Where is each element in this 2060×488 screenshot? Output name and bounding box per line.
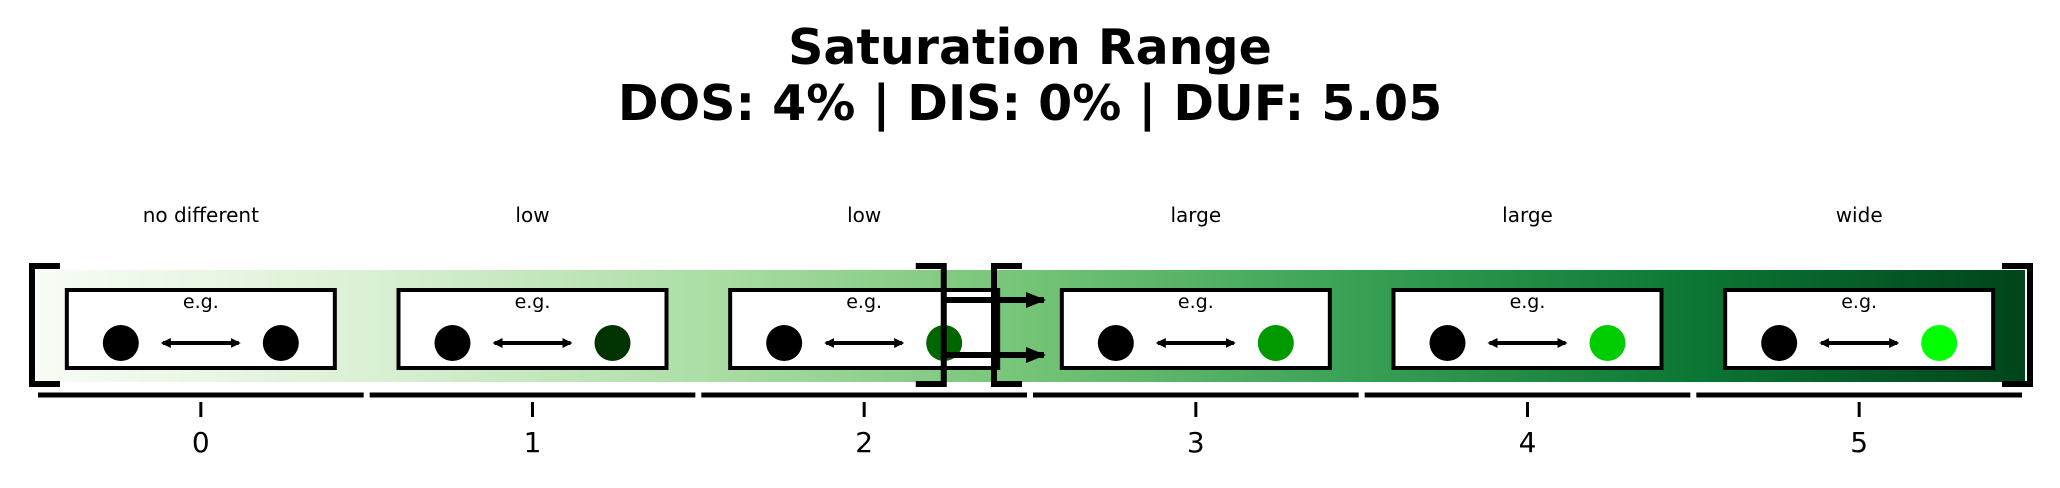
level-label: low: [847, 203, 881, 227]
example-label: e.g.: [846, 291, 882, 313]
example-label: e.g.: [1510, 291, 1546, 313]
chart-title: Saturation Range DOS: 4% | DIS: 0% | DUF…: [0, 20, 2060, 132]
level-1: low e.g. 1: [369, 203, 696, 459]
level-3: large e.g. 3: [1033, 203, 1359, 459]
left-bracket: [991, 263, 1022, 387]
reference-dot: [1761, 325, 1798, 361]
reference-dot: [766, 325, 803, 361]
reference-dot: [102, 325, 139, 361]
left-bracket: [29, 263, 60, 387]
level-2: low e.g. 2: [701, 203, 1027, 459]
right-bracket: [915, 263, 947, 387]
reference-dot: [1429, 325, 1466, 361]
bracket-range-a: [29, 263, 947, 387]
title-line-1: Saturation Range: [788, 19, 1272, 76]
example-dot: [1257, 325, 1294, 361]
example-dot: [262, 325, 299, 361]
reference-dot: [1097, 325, 1134, 361]
gradient-band: [35, 270, 2025, 382]
tick-label: 5: [1850, 426, 1868, 459]
tick-label: 4: [1519, 426, 1537, 459]
level-label: low: [515, 203, 549, 227]
level-5: wide e.g. 5: [1696, 203, 2022, 459]
tick-label: 2: [855, 426, 873, 459]
level-label: no different: [143, 203, 259, 227]
tick-label: 1: [524, 426, 542, 459]
level-label: large: [1170, 203, 1221, 227]
example-dot: [594, 325, 631, 361]
level-0: no different e.g. 0: [38, 203, 364, 459]
reference-dot: [434, 325, 471, 361]
example-dot: [1921, 325, 1958, 361]
example-label: e.g.: [515, 291, 551, 313]
level-4: large e.g. 4: [1364, 203, 1691, 459]
example-label: e.g.: [1841, 291, 1877, 313]
tick-label: 3: [1187, 426, 1205, 459]
title-line-2: DOS: 4% | DIS: 0% | DUF: 5.05: [617, 75, 1443, 132]
level-label: large: [1502, 203, 1553, 227]
right-bracket: [2002, 263, 2033, 387]
example-label: e.g.: [183, 291, 219, 313]
tick-label: 0: [192, 426, 210, 459]
bracket-range-b: [991, 263, 2033, 387]
example-label: e.g.: [1178, 291, 1214, 313]
example-dot: [1589, 325, 1626, 361]
level-label: wide: [1836, 203, 1883, 227]
